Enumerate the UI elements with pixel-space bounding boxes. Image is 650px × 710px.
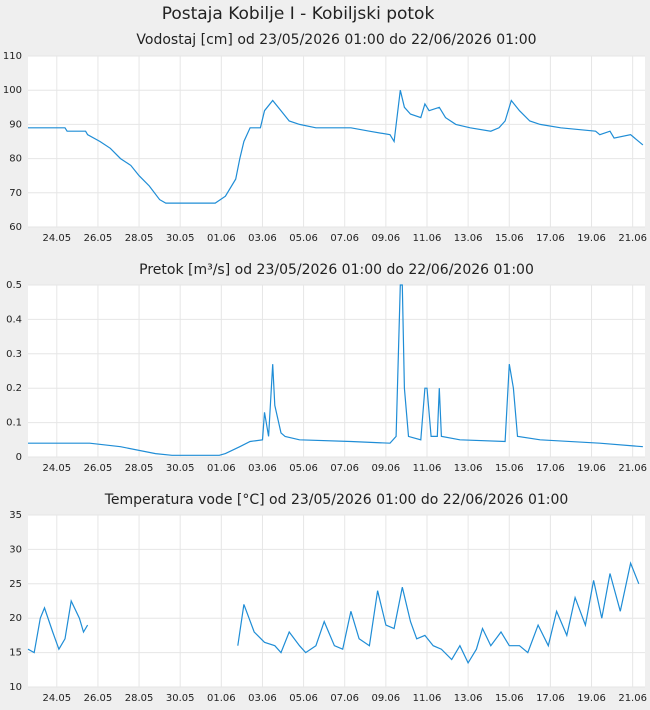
- x-tick-label: 07.06: [330, 463, 359, 474]
- page-title: Postaja Kobilje I - Kobiljski potok: [162, 4, 435, 24]
- x-tick-label: 05.06: [289, 463, 318, 474]
- x-tick-label: 26.05: [84, 233, 113, 244]
- x-tick-label: 24.05: [42, 693, 71, 704]
- plot-area: [28, 56, 645, 227]
- x-tick-label: 13.06: [454, 693, 483, 704]
- y-tick-label: 0.1: [6, 418, 22, 429]
- plot-area: [28, 515, 645, 687]
- x-tick-label: 19.06: [577, 693, 606, 704]
- y-tick-label: 100: [3, 85, 22, 96]
- y-tick-label: 110: [3, 51, 22, 62]
- x-tick-label: 01.06: [207, 463, 236, 474]
- x-tick-label: 01.06: [207, 233, 236, 244]
- x-tick-label: 30.05: [166, 693, 195, 704]
- y-tick-label: 0.5: [6, 280, 22, 291]
- chart-title: Temperatura vode [°C] od 23/05/2026 01:0…: [104, 492, 569, 508]
- data-line: [28, 284, 643, 456]
- y-tick-label: 20: [9, 613, 22, 624]
- y-tick-label: 35: [9, 510, 22, 521]
- x-tick-label: 19.06: [577, 463, 606, 474]
- y-tick-label: 30: [9, 544, 22, 555]
- y-tick-label: 0: [16, 452, 22, 463]
- data-line: [27, 561, 640, 665]
- x-tick-label: 28.05: [125, 693, 154, 704]
- x-tick-label: 21.06: [618, 463, 647, 474]
- x-tick-label: 17.06: [536, 463, 565, 474]
- x-tick-label: 09.06: [372, 463, 401, 474]
- x-tick-label: 03.06: [248, 463, 277, 474]
- x-tick-label: 09.06: [372, 693, 401, 704]
- y-tick-label: 70: [9, 188, 22, 199]
- x-tick-label: 15.06: [495, 693, 524, 704]
- y-tick-label: 25: [9, 579, 22, 590]
- x-tick-label: 09.06: [372, 233, 401, 244]
- x-tick-label: 26.05: [84, 693, 113, 704]
- x-tick-label: 05.06: [289, 693, 318, 704]
- x-tick-label: 21.06: [618, 693, 647, 704]
- x-tick-label: 01.06: [207, 693, 236, 704]
- x-tick-label: 03.06: [248, 233, 277, 244]
- x-tick-label: 24.05: [42, 463, 71, 474]
- chart-title: Pretok [m³/s] od 23/05/2026 01:00 do 22/…: [139, 262, 534, 278]
- x-tick-label: 21.06: [618, 233, 647, 244]
- x-tick-label: 15.06: [495, 463, 524, 474]
- x-tick-label: 11.06: [413, 693, 442, 704]
- x-tick-label: 07.06: [330, 233, 359, 244]
- x-tick-label: 28.05: [125, 463, 154, 474]
- x-tick-label: 13.06: [454, 233, 483, 244]
- y-tick-label: 80: [9, 154, 22, 165]
- x-tick-label: 05.06: [289, 233, 318, 244]
- y-tick-label: 15: [9, 648, 22, 659]
- plot-area: [28, 285, 645, 457]
- x-tick-label: 07.06: [330, 693, 359, 704]
- y-tick-label: 0.4: [6, 314, 22, 325]
- x-tick-label: 30.05: [166, 463, 195, 474]
- y-tick-label: 10: [9, 682, 22, 693]
- x-tick-label: 30.05: [166, 233, 195, 244]
- y-tick-label: 60: [9, 222, 22, 233]
- y-tick-label: 90: [9, 119, 22, 130]
- chart-title: Vodostaj [cm] od 23/05/2026 01:00 do 22/…: [136, 32, 536, 48]
- x-tick-label: 28.05: [125, 233, 154, 244]
- x-tick-label: 17.06: [536, 233, 565, 244]
- x-tick-label: 11.06: [413, 233, 442, 244]
- x-tick-label: 03.06: [248, 693, 277, 704]
- y-tick-label: 0.3: [6, 349, 22, 360]
- x-tick-label: 11.06: [413, 463, 442, 474]
- y-tick-label: 0.2: [6, 383, 22, 394]
- x-tick-label: 17.06: [536, 693, 565, 704]
- x-tick-label: 15.06: [495, 233, 524, 244]
- x-tick-label: 26.05: [84, 463, 113, 474]
- x-tick-label: 19.06: [577, 233, 606, 244]
- x-tick-label: 24.05: [42, 233, 71, 244]
- x-tick-label: 13.06: [454, 463, 483, 474]
- data-line: [28, 90, 644, 204]
